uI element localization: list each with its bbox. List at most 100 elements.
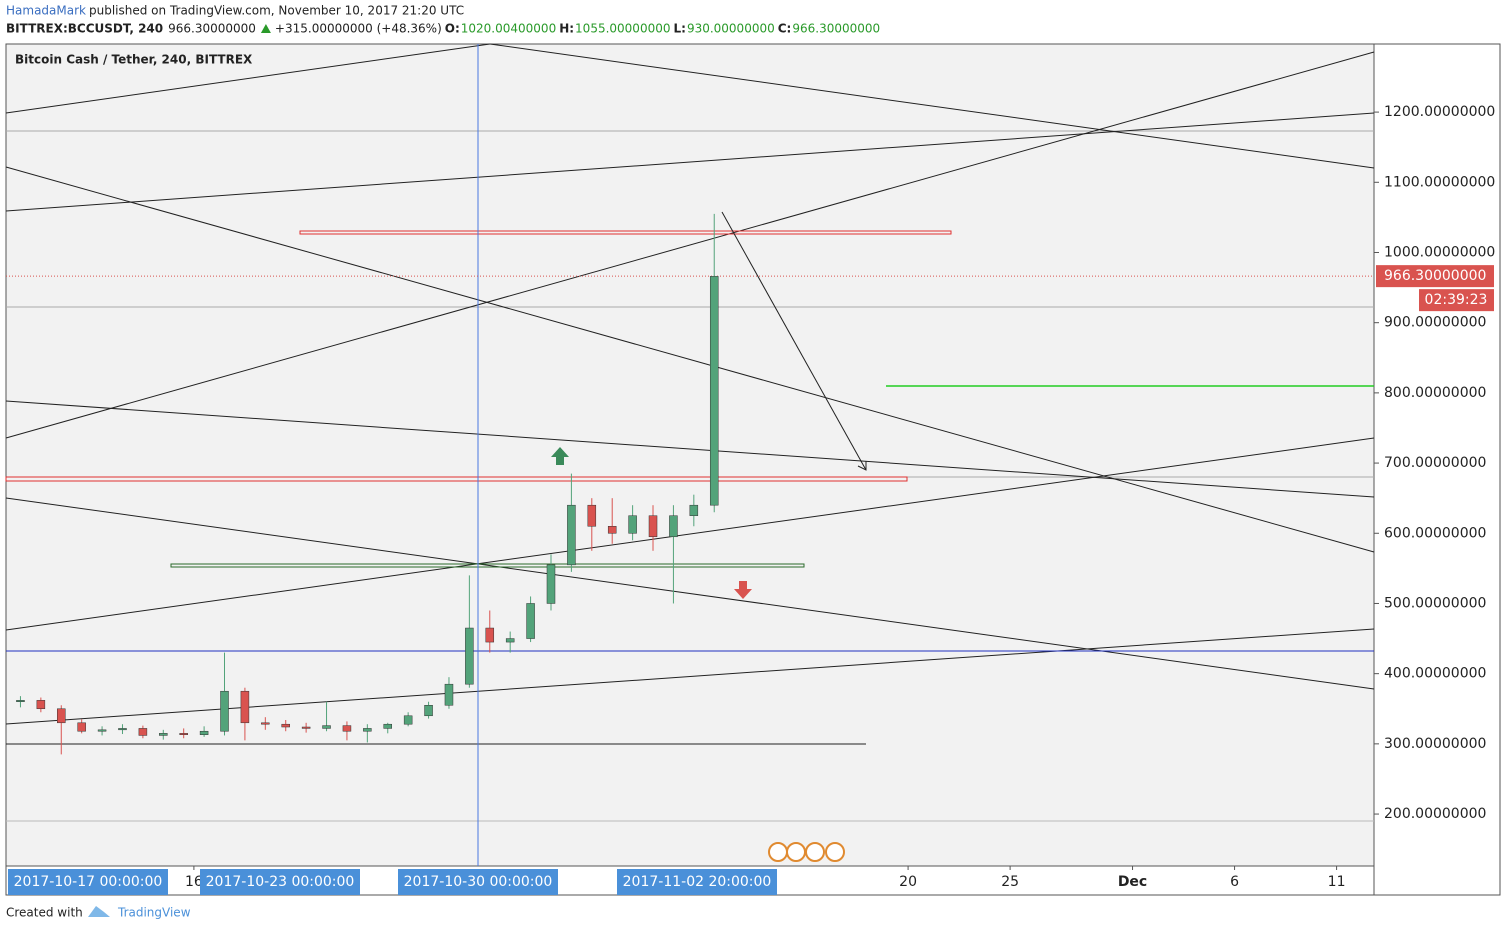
down-arrow xyxy=(734,581,752,599)
trend-line xyxy=(5,166,1375,553)
candle-body xyxy=(628,515,637,534)
countdown-box xyxy=(1419,289,1494,312)
y-tick-label: 1100.00000000 xyxy=(1384,174,1495,190)
candle-body xyxy=(159,733,168,736)
candle-body xyxy=(383,723,392,729)
candle-body xyxy=(179,733,188,735)
date-label: 2017-10-23 00:00:00 xyxy=(206,874,355,890)
date-label: 2017-10-30 00:00:00 xyxy=(404,874,553,890)
y-tick-label: 400.00000000 xyxy=(1384,666,1486,682)
y-tick-label: 700.00000000 xyxy=(1384,455,1486,471)
candle-body xyxy=(403,715,413,725)
trend-line xyxy=(5,112,1375,212)
header-item: L: xyxy=(673,22,685,36)
brand-logo xyxy=(88,906,110,917)
header-item: 1020.00400000 xyxy=(461,22,556,36)
drawings xyxy=(5,43,1375,866)
date-label-box xyxy=(398,869,558,895)
header-item: +315.00000000 (+48.36%) xyxy=(275,22,442,36)
candle-body xyxy=(77,722,86,732)
candle-body xyxy=(505,638,515,643)
candle-body xyxy=(424,705,433,717)
trend-line xyxy=(5,437,1375,631)
candle-body xyxy=(301,726,311,729)
header-bg xyxy=(0,0,1508,40)
date-label: 2017-11-02 20:00:00 xyxy=(623,874,772,890)
up-arrow xyxy=(551,447,569,465)
date-label-box xyxy=(617,869,777,895)
candle-body xyxy=(199,730,209,735)
candle-body xyxy=(322,725,331,729)
y-tick-label: 1200.00000000 xyxy=(1384,104,1495,120)
candle-body xyxy=(485,627,495,643)
arrow xyxy=(721,211,867,471)
candle-body xyxy=(444,683,454,706)
date-label-box xyxy=(200,869,360,895)
footer-brand: TradingView xyxy=(117,906,191,920)
x-tick-label: 11 xyxy=(1328,874,1346,890)
candle-body xyxy=(669,515,678,538)
event-icons xyxy=(768,842,845,862)
header-item: 1055.00000000 xyxy=(575,22,670,36)
x-tick-label: Dec xyxy=(1118,874,1147,890)
support-zone xyxy=(170,563,805,568)
header-item: 966.30000000 xyxy=(168,22,256,36)
resistance-zone xyxy=(299,230,952,235)
candle-body xyxy=(648,515,658,538)
candle-body xyxy=(567,504,576,566)
candle-body xyxy=(220,690,229,732)
resistance-zone xyxy=(5,476,908,482)
candle-body xyxy=(526,603,535,639)
candle-body xyxy=(689,504,699,516)
date-label-box xyxy=(8,869,168,895)
candle-body xyxy=(16,700,25,702)
last-price-label: 966.30000000 xyxy=(1384,268,1486,284)
last-price-box xyxy=(1376,265,1494,288)
candle-body xyxy=(240,690,250,724)
trend-line xyxy=(489,43,1375,169)
candle-body xyxy=(607,525,617,534)
y-tick-label: 1000.00000000 xyxy=(1384,244,1495,260)
candle-body xyxy=(709,276,719,506)
header-item: C: xyxy=(778,22,792,36)
chart-title: Bitcoin Cash / Tether, 240, BITTREX xyxy=(15,53,253,67)
candle-body xyxy=(261,722,270,725)
up-triangle xyxy=(260,24,271,33)
plot-bg xyxy=(6,44,1374,866)
arrow-head xyxy=(857,461,867,471)
published: published on TradingView.com, November 1… xyxy=(89,4,464,18)
trend-line xyxy=(5,497,1375,690)
header-item: 930.00000000 xyxy=(687,22,775,36)
date-label: 2017-10-17 00:00:00 xyxy=(14,874,163,890)
y-tick-label: 500.00000000 xyxy=(1384,595,1486,611)
candle-body xyxy=(57,708,66,724)
y-tick-label: 200.00000000 xyxy=(1384,806,1486,822)
author: HamadaMark xyxy=(6,4,86,18)
trend-line xyxy=(5,51,1375,439)
candle-body xyxy=(587,504,597,527)
candle-body xyxy=(465,627,474,685)
candle-body xyxy=(363,728,372,732)
x-tick-label: 25 xyxy=(1001,874,1019,890)
candle-body xyxy=(546,564,556,604)
y-tick-label: 600.00000000 xyxy=(1384,525,1486,541)
x-tick-label: 20 xyxy=(899,874,917,890)
candle-body xyxy=(342,725,352,732)
trend-line xyxy=(5,628,1375,725)
header-item: O: xyxy=(445,22,460,36)
header-item: BITTREX:BCCUSDT, 240 xyxy=(6,22,163,36)
x-tick-label: 6 xyxy=(1230,874,1239,890)
candle-body xyxy=(138,728,148,736)
trend-line xyxy=(5,400,1375,498)
y-tick-label: 300.00000000 xyxy=(1384,736,1486,752)
trend-line xyxy=(5,43,491,114)
header-item: 966.30000000 xyxy=(792,22,880,36)
footer-created: Created with xyxy=(6,906,83,920)
candle-body xyxy=(281,723,290,728)
x-tick-label: 16 xyxy=(185,874,203,890)
header-item: H: xyxy=(559,22,574,36)
candle-body xyxy=(97,729,107,732)
countdown: 02:39:23 xyxy=(1425,292,1488,308)
